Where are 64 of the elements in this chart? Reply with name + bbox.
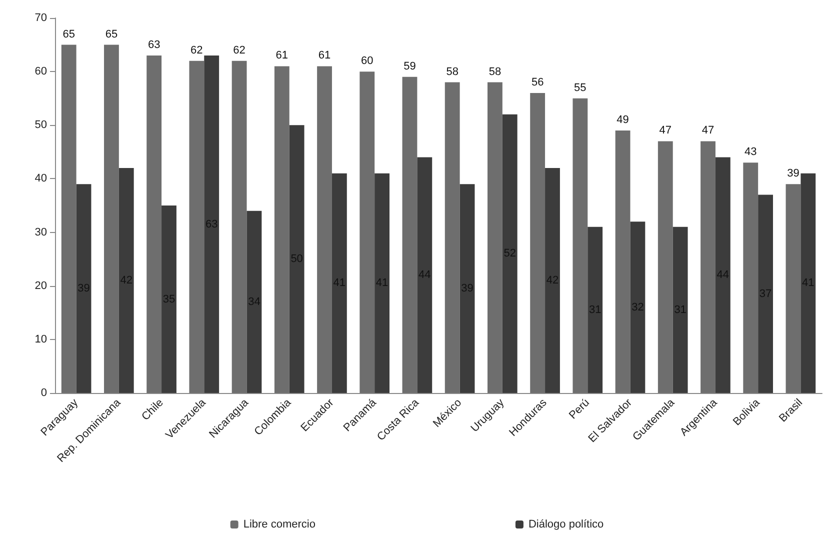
bar	[800, 173, 816, 393]
data-label: 59	[404, 60, 416, 72]
bar	[444, 82, 460, 393]
bar	[162, 206, 176, 393]
bar	[502, 114, 518, 393]
y-tick-label: 40	[34, 172, 47, 185]
bar	[146, 56, 162, 393]
bar	[743, 162, 758, 393]
bar	[104, 44, 119, 393]
bar	[715, 157, 730, 393]
y-tick-label: 70	[34, 12, 47, 24]
bar	[460, 184, 475, 393]
bar	[189, 60, 204, 393]
bar	[417, 157, 432, 393]
y-tick-label: 60	[34, 66, 47, 78]
bar	[274, 66, 290, 393]
bar	[530, 93, 546, 393]
data-label: 65	[62, 28, 75, 40]
bar	[630, 222, 646, 393]
bar	[204, 56, 220, 393]
legend-label: Diálogo político	[528, 518, 604, 530]
bar	[61, 44, 76, 393]
bar	[76, 184, 92, 393]
bar	[488, 82, 502, 393]
legend-label: Libre comercio	[243, 518, 316, 530]
bar	[758, 194, 773, 393]
bar	[615, 130, 630, 393]
data-label: 65	[105, 28, 118, 40]
data-label: 47	[659, 124, 672, 137]
data-label: 61	[276, 50, 288, 62]
bar	[246, 210, 262, 393]
bar	[360, 72, 375, 393]
data-label: 49	[616, 114, 629, 126]
data-label: 43	[744, 146, 757, 158]
data-label: 62	[233, 44, 246, 56]
data-label: 60	[361, 55, 374, 68]
bar	[700, 141, 716, 393]
bar	[332, 173, 347, 393]
data-label: 63	[148, 39, 160, 51]
y-tick-label: 30	[34, 226, 47, 238]
bar	[786, 184, 801, 393]
data-label: 56	[531, 76, 544, 88]
bar	[232, 60, 247, 393]
bar	[317, 66, 332, 393]
bar	[588, 226, 603, 393]
y-tick-label: 10	[34, 333, 47, 346]
data-label: 62	[190, 44, 203, 56]
y-tick-label: 50	[34, 119, 47, 132]
data-label: 47	[702, 124, 714, 137]
bar	[672, 226, 688, 393]
bar	[402, 76, 418, 393]
data-label: 61	[318, 50, 331, 62]
data-label: 39	[787, 168, 800, 180]
y-tick-label: 20	[34, 280, 47, 292]
bar	[289, 125, 304, 393]
bar	[118, 168, 134, 393]
bar	[572, 98, 588, 393]
bar	[545, 168, 560, 393]
data-label: 55	[574, 82, 586, 94]
bar	[374, 173, 390, 393]
data-label: 58	[446, 66, 458, 78]
y-tick-label: 0	[40, 387, 47, 399]
data-label: 58	[488, 66, 502, 78]
bar	[658, 141, 673, 393]
